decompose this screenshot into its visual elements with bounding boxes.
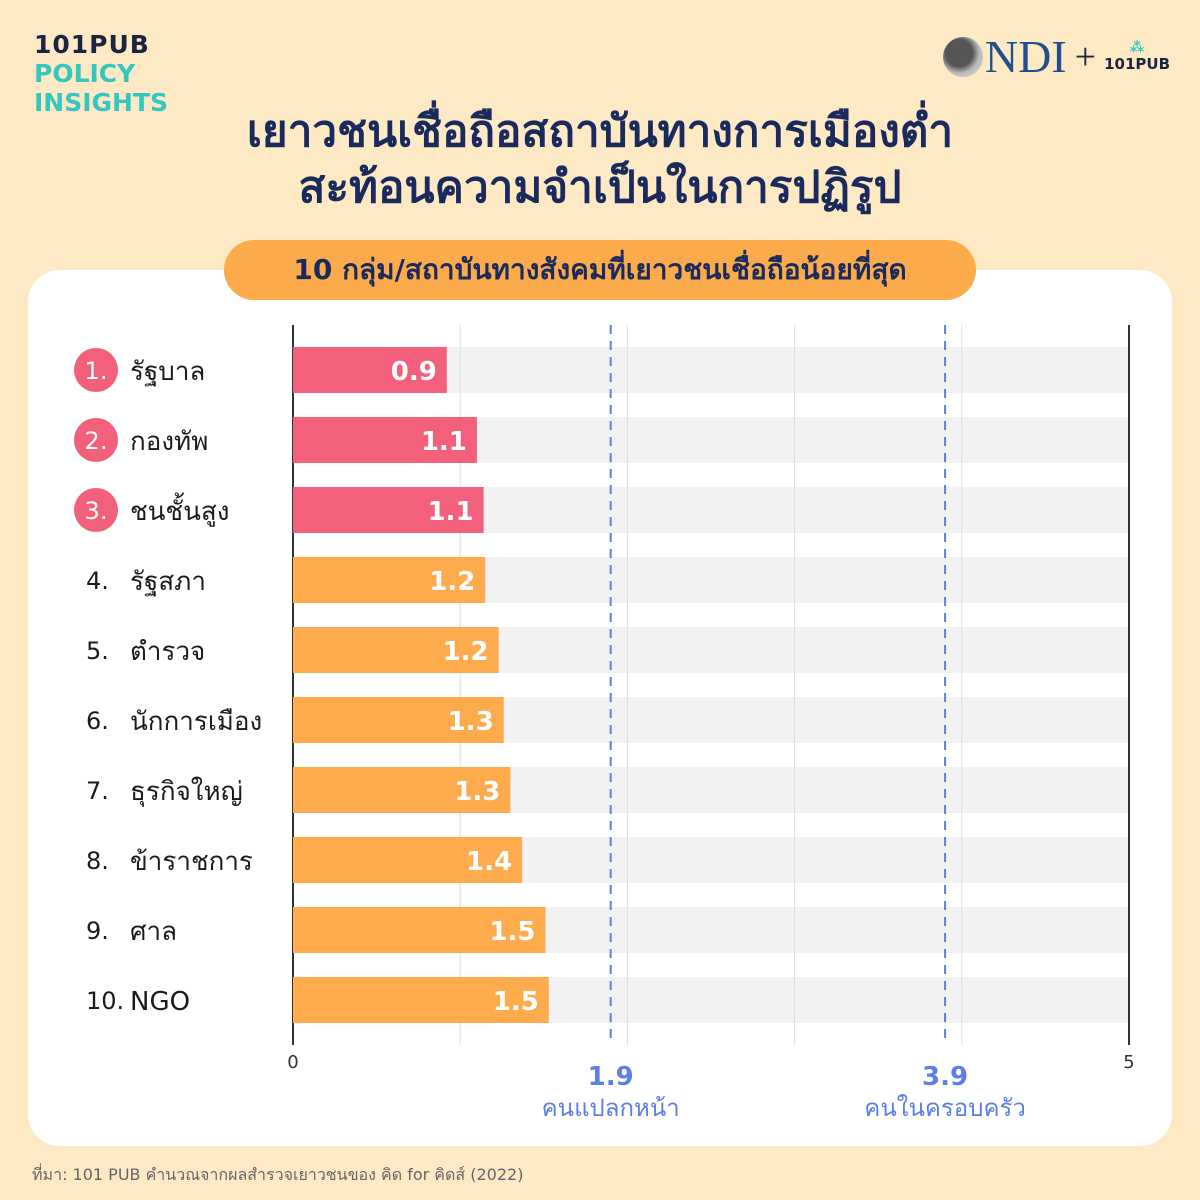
data-label: 1.1 xyxy=(428,497,474,527)
bar xyxy=(293,487,484,533)
data-label: 1.4 xyxy=(466,847,512,877)
category-label: รัฐบาล xyxy=(130,357,205,387)
category-label: ศาล xyxy=(130,917,177,947)
rank-number: 4. xyxy=(86,567,109,595)
rank-number: 10. xyxy=(86,987,124,1015)
brand-line3: INSIGHTS xyxy=(34,88,169,117)
pub-text: 101PUB xyxy=(1104,54,1170,73)
globe-icon xyxy=(942,36,983,77)
reference-value: 3.9 xyxy=(922,1062,968,1092)
category-label: รัฐสภา xyxy=(130,567,206,597)
rank-number: 6. xyxy=(86,707,109,735)
reference-caption: คนแปลกหน้า xyxy=(542,1094,680,1122)
data-label: 0.9 xyxy=(391,357,437,387)
category-label: นักการเมือง xyxy=(130,707,262,737)
rank-number: 5. xyxy=(86,637,109,665)
title-line2: สะท้อนความจำเป็นในการปฏิรูป xyxy=(298,162,902,213)
bar xyxy=(293,837,523,883)
ndi-logo: NDI xyxy=(942,30,1067,83)
bar xyxy=(293,627,499,673)
data-label: 1.2 xyxy=(443,637,489,667)
brand-line2: POLICY xyxy=(34,59,136,88)
category-label: ชนชั้นสูง xyxy=(130,492,229,527)
tick-label: 0 xyxy=(287,1052,298,1073)
bar xyxy=(293,697,504,743)
data-label: 1.1 xyxy=(421,427,467,457)
bar xyxy=(293,417,477,463)
page-title: เยาวชนเชื่อถือสถาบันทางการเมืองต่ำ สะท้อ… xyxy=(0,104,1200,216)
category-label: ข้าราชการ xyxy=(130,847,253,877)
rank-number: 3. xyxy=(85,497,108,525)
bar xyxy=(293,767,511,813)
partner-logos: NDI + ⁂ 101PUB xyxy=(942,30,1170,83)
reference-caption: คนในครอบครัว xyxy=(864,1094,1026,1122)
rank-number: 7. xyxy=(86,777,109,805)
data-label: 1.5 xyxy=(493,987,539,1017)
rank-badge xyxy=(74,348,118,392)
bar xyxy=(293,977,549,1023)
source-note: ที่มา: 101 PUB คำนวณจากผลสำรวจเยาวชนของ … xyxy=(32,1165,524,1184)
rank-badge xyxy=(74,418,118,462)
network-icon: ⁂ xyxy=(1129,39,1145,56)
category-label: ตำรวจ xyxy=(130,637,205,667)
brand-logo: 101PUB POLICY INSIGHTS xyxy=(34,30,168,117)
reference-value: 1.9 xyxy=(588,1062,634,1092)
bar xyxy=(293,907,546,953)
rank-number: 9. xyxy=(86,917,109,945)
data-label: 1.5 xyxy=(489,917,535,947)
bar xyxy=(293,347,447,393)
data-label: 1.2 xyxy=(429,567,475,597)
bar xyxy=(293,557,486,603)
rank-number: 8. xyxy=(86,847,109,875)
category-label: ธุรกิจใหญ่ xyxy=(130,777,243,807)
tick-label: 5 xyxy=(1123,1052,1134,1073)
category-label: กองทัพ xyxy=(130,427,208,457)
category-label: NGO xyxy=(130,987,190,1017)
data-label: 1.3 xyxy=(454,777,500,807)
rank-number: 1. xyxy=(85,357,108,385)
ndi-text: NDI xyxy=(984,31,1067,82)
title-line1: เยาวชนเชื่อถือสถาบันทางการเมืองต่ำ xyxy=(246,106,954,157)
chart-title: 10 กลุ่ม/สถาบันทางสังคมที่เยาวชนเชื่อถือ… xyxy=(224,240,976,300)
data-label: 1.3 xyxy=(448,707,494,737)
brand-line1: 101PUB xyxy=(34,30,150,59)
rank-number: 2. xyxy=(85,427,108,455)
pub-logo: ⁂ 101PUB xyxy=(1104,41,1170,73)
rank-badge xyxy=(74,488,118,532)
plus-sign: + xyxy=(1074,35,1097,78)
